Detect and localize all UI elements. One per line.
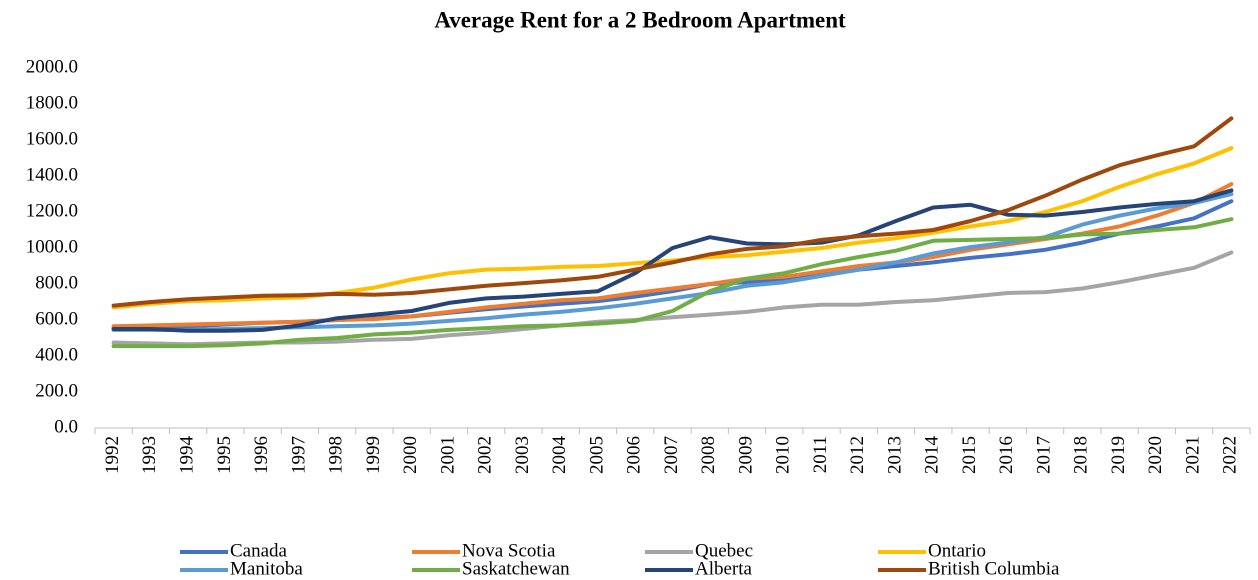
x-tick-label: 2003 <box>512 436 533 474</box>
x-tick-label: 2009 <box>735 436 756 474</box>
legend-label: Nova Scotia <box>462 540 556 561</box>
series-line <box>111 250 1234 347</box>
legend-label: Alberta <box>695 558 753 579</box>
y-tick-label: 1000.0 <box>26 236 78 257</box>
x-tick-label: 2005 <box>586 436 607 474</box>
y-tick-label: 1800.0 <box>26 92 78 113</box>
x-tick-label: 2014 <box>922 436 943 475</box>
y-tick-label: 400.0 <box>35 344 78 365</box>
x-tick-label: 1996 <box>251 436 272 474</box>
legend-label: British Columbia <box>928 558 1060 579</box>
x-tick-label: 1995 <box>214 436 235 474</box>
legend-label: Manitoba <box>230 558 303 579</box>
y-tick-label: 1200.0 <box>26 200 78 221</box>
x-tick-label: 2018 <box>1071 436 1092 474</box>
x-tick-label: 1997 <box>288 436 309 474</box>
chart-title: Average Rent for a 2 Bedroom Apartment <box>434 7 846 32</box>
y-tick-label: 200.0 <box>35 380 78 401</box>
y-tick-label: 1400.0 <box>26 164 78 185</box>
y-tick-label: 1600.0 <box>26 128 78 149</box>
x-tick-label: 2021 <box>1182 436 1203 474</box>
series-line <box>111 188 1234 333</box>
x-tick-label: 2004 <box>549 436 570 475</box>
x-tick-label: 2002 <box>475 436 496 474</box>
x-tick-label: 2015 <box>959 436 980 474</box>
x-tick-label: 2001 <box>437 436 458 474</box>
x-tick-label: 2017 <box>1033 436 1054 474</box>
x-tick-label: 1999 <box>363 436 384 474</box>
y-tick-label: 0.0 <box>54 416 78 437</box>
x-tick-label: 1993 <box>139 436 160 474</box>
legend-label: Ontario <box>928 540 986 561</box>
legend-label: Saskatchewan <box>462 558 570 579</box>
series-line <box>111 116 1234 308</box>
legend-label: Canada <box>230 540 288 561</box>
x-tick-label: 2008 <box>698 436 719 474</box>
x-tick-label: 2012 <box>847 436 868 474</box>
x-tick-label: 2013 <box>884 436 905 474</box>
y-tick-label: 800.0 <box>35 272 78 293</box>
legend-label: Quebec <box>695 540 753 561</box>
x-tick-label: 2006 <box>624 436 645 474</box>
series-line <box>111 146 1234 310</box>
x-tick-label: 1994 <box>177 436 198 475</box>
x-tick-label: 1998 <box>326 436 347 474</box>
x-tick-label: 2020 <box>1145 436 1166 474</box>
x-tick-label: 2007 <box>661 436 682 474</box>
y-tick-label: 600.0 <box>35 308 78 329</box>
x-tick-label: 1992 <box>102 436 123 474</box>
x-tick-label: 2011 <box>810 436 831 473</box>
x-tick-label: 2019 <box>1108 436 1129 474</box>
x-tick-label: 2022 <box>1220 436 1241 474</box>
x-tick-label: 2016 <box>996 436 1017 474</box>
y-tick-label: 2000.0 <box>26 56 78 77</box>
x-tick-label: 2000 <box>400 436 421 474</box>
series-line <box>111 217 1234 349</box>
x-tick-label: 2010 <box>773 436 794 474</box>
